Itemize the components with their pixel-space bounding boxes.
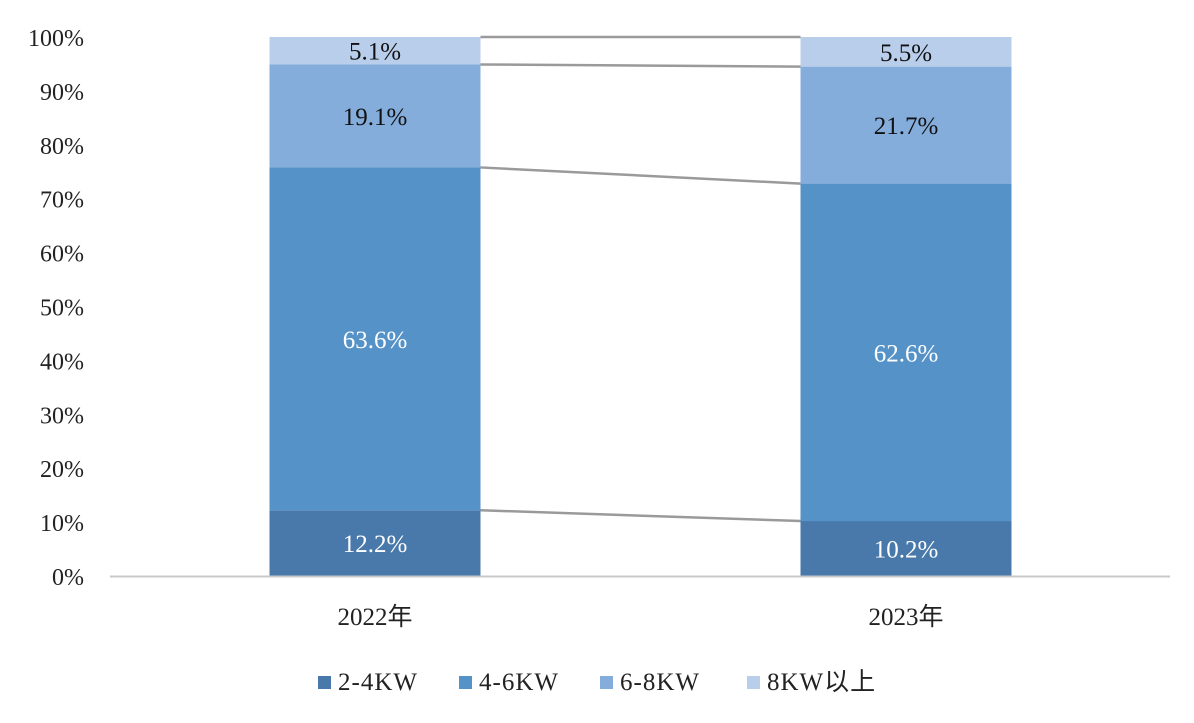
data-label: 19.1% bbox=[343, 104, 408, 131]
y-tick-label: 40% bbox=[40, 349, 84, 375]
legend-swatch bbox=[318, 676, 331, 689]
y-tick-label: 10% bbox=[40, 511, 84, 537]
y-tick-label: 50% bbox=[40, 296, 84, 322]
data-label: 63.6% bbox=[343, 327, 408, 354]
data-label: 12.2% bbox=[343, 531, 408, 558]
data-label: 10.2% bbox=[874, 537, 939, 564]
bar-segment-2-4KW-2023年 bbox=[800, 521, 1012, 576]
y-tick-label: 0% bbox=[52, 565, 84, 591]
bar-segment-8KW以上-2023年 bbox=[800, 37, 1012, 67]
bar-segment-8KW以上-2022年 bbox=[269, 37, 481, 65]
series-line-4-6KW bbox=[480, 166, 801, 185]
bars-group bbox=[269, 37, 1012, 576]
y-tick-label: 60% bbox=[40, 242, 84, 268]
legend-item: 6-8KW bbox=[600, 669, 700, 696]
y-axis: 0% 10% 20% 30% 40% 50% 60% 70% 80% 90% 100% bbox=[28, 26, 84, 591]
bar-segment-6-8KW-2022年 bbox=[269, 64, 481, 168]
series-lines-group bbox=[480, 35, 801, 523]
y-tick-label: 20% bbox=[40, 457, 84, 483]
x-axis: 2022年 2023年 bbox=[110, 575, 1170, 631]
legend-item: 2-4KW bbox=[318, 669, 418, 696]
bar-segment-6-8KW-2023年 bbox=[800, 66, 1012, 184]
legend-label: 6-8KW bbox=[620, 669, 700, 696]
y-tick-label: 80% bbox=[40, 134, 84, 160]
legend-item: 4-6KW bbox=[459, 669, 559, 696]
data-label: 5.5% bbox=[880, 40, 932, 67]
legend-label: 8KW以上 bbox=[767, 668, 876, 696]
legend: 2-4KW 4-6KW 6-8KW 8KW以上 bbox=[318, 668, 876, 696]
bar-segment-4-6KW-2023年 bbox=[800, 183, 1012, 522]
series-line-2-4KW bbox=[480, 508, 801, 523]
y-tick-label: 90% bbox=[40, 80, 84, 106]
legend-label: 2-4KW bbox=[338, 669, 418, 696]
legend-item: 8KW以上 bbox=[747, 668, 876, 696]
x-tick-label: 2022年 bbox=[337, 603, 412, 631]
legend-swatch bbox=[747, 676, 760, 689]
x-tick-label: 2023年 bbox=[868, 603, 943, 631]
legend-swatch bbox=[459, 676, 472, 689]
bar-segment-2-4KW-2022年 bbox=[269, 510, 481, 576]
data-label: 5.1% bbox=[349, 39, 401, 66]
data-label: 21.7% bbox=[874, 113, 939, 140]
series-line-6-8KW bbox=[480, 63, 801, 68]
legend-label: 4-6KW bbox=[479, 669, 559, 696]
legend-swatch bbox=[600, 676, 613, 689]
y-tick-label: 100% bbox=[28, 26, 84, 52]
data-labels-group: 12.2% 10.2% 63.6% 62.6% 19.1% 21.7% 5.1% 5.5% bbox=[343, 39, 939, 564]
data-label: 62.6% bbox=[874, 340, 939, 367]
y-tick-label: 30% bbox=[40, 403, 84, 429]
bar-segment-4-6KW-2022年 bbox=[269, 167, 481, 511]
y-tick-label: 70% bbox=[40, 188, 84, 214]
